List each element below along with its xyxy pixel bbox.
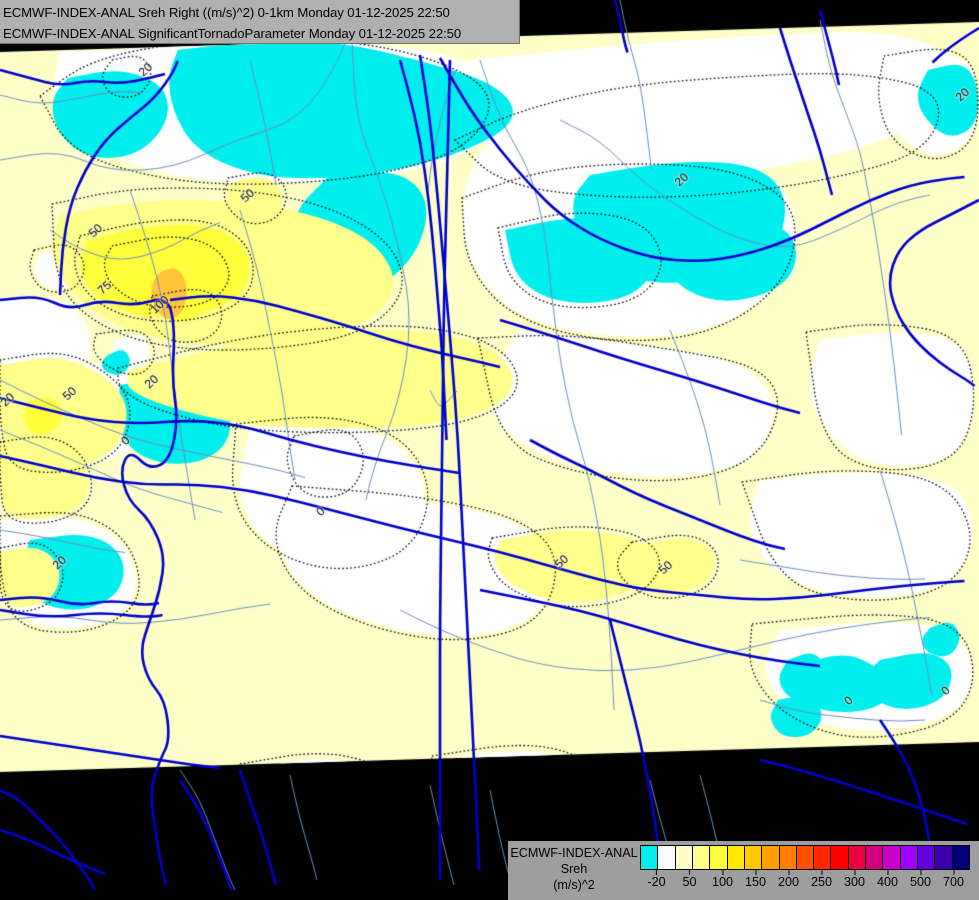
legend-swatch-3 — [692, 846, 711, 869]
color-scale-legend: ECMWF-INDEX-ANAL Sreh (m/s)^2 -20 50 100 15… — [508, 841, 979, 900]
legend-swatch-4 — [710, 846, 728, 869]
legend-tick-300: 300 — [844, 870, 865, 889]
legend-swatch-8 — [779, 846, 797, 869]
legend-tick-50: 50 — [682, 870, 697, 889]
legend-tick-150: 150 — [745, 870, 766, 889]
legend-tick-labels: -20 50 100 150 200 250 300 400 500 700 — [640, 870, 970, 898]
legend-swatch-2 — [675, 846, 693, 869]
legend-swatch-17 — [935, 846, 953, 869]
legend-scale: -20 50 100 150 200 250 300 400 500 700 — [640, 845, 970, 898]
legend-units-label: (m/s)^2 — [553, 878, 595, 892]
legend-swatch-15 — [900, 846, 918, 869]
legend-swatch-9 — [796, 846, 815, 869]
legend-swatch-16 — [918, 846, 936, 869]
legend-caption: ECMWF-INDEX-ANAL Sreh (m/s)^2 — [508, 841, 640, 893]
legend-swatch-11 — [831, 846, 849, 869]
legend-swatch-6 — [744, 846, 763, 869]
legend-tick-400: 400 — [877, 870, 898, 889]
legend-swatch-7 — [762, 846, 780, 869]
legend-swatch-10 — [814, 846, 832, 869]
legend-swatch-13 — [866, 846, 884, 869]
legend-tick-250: 250 — [811, 870, 832, 889]
legend-swatch-5 — [727, 846, 745, 869]
legend-swatch-1 — [658, 846, 676, 869]
legend-field-label: Sreh — [560, 862, 588, 876]
legend-tick--20: -20 — [647, 870, 666, 889]
legend-swatch-0 — [641, 846, 659, 869]
legend-tick-500: 500 — [910, 870, 931, 889]
legend-tick-700: 700 — [943, 870, 964, 889]
legend-swatch-18 — [952, 846, 969, 869]
legend-tick-100: 100 — [712, 870, 733, 889]
legend-swatch-14 — [883, 846, 901, 869]
map-title-line-2: ECMWF-INDEX-ANAL SignificantTornadoParam… — [3, 26, 462, 41]
map-title-bar: ECMWF-INDEX-ANAL Sreh Right ((m/s)^2) 0-… — [0, 0, 520, 44]
map-title-line-1: ECMWF-INDEX-ANAL Sreh Right ((m/s)^2) 0-… — [3, 5, 450, 20]
legend-color-swatches — [640, 845, 970, 870]
legend-model-label: ECMWF-INDEX-ANAL — [510, 846, 638, 860]
legend-tick-200: 200 — [778, 870, 799, 889]
legend-swatch-12 — [848, 846, 867, 869]
